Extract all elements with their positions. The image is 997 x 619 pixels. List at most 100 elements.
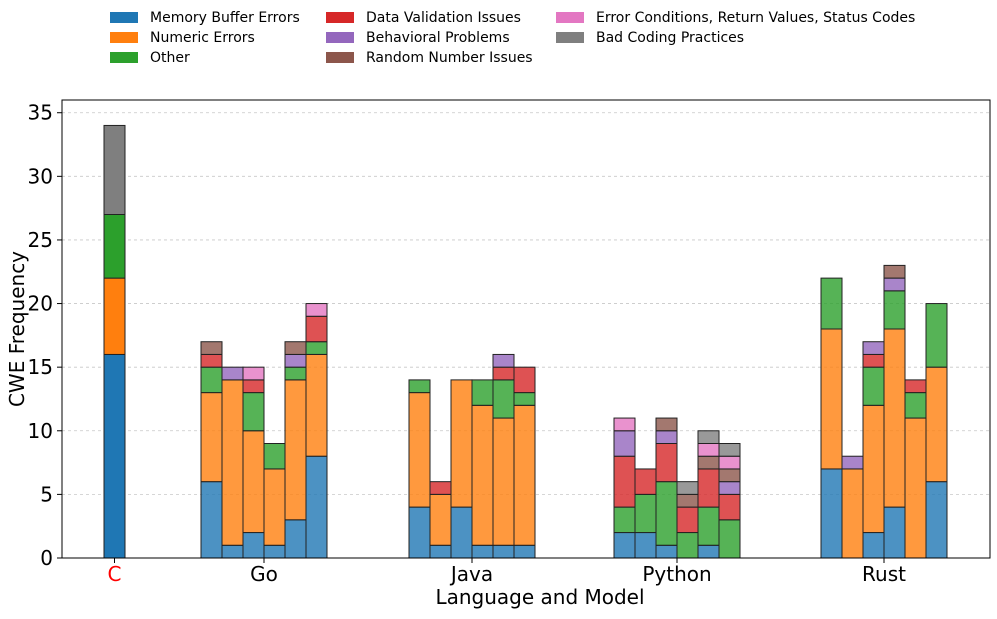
- y-tick-label: 20: [28, 292, 53, 316]
- bar-segment: [676, 493, 699, 508]
- legend-swatch: [556, 32, 584, 43]
- bar-segment: [200, 392, 223, 483]
- bar-segment: [471, 379, 494, 406]
- bar-segment: [103, 214, 126, 279]
- bar-segment: [408, 379, 431, 394]
- bar-segment: [429, 481, 452, 495]
- bar-segment: [221, 379, 244, 546]
- bar-segment: [883, 328, 906, 508]
- bar-segment: [429, 493, 452, 546]
- bar-segment: [613, 430, 636, 457]
- bar-segment: [513, 366, 536, 394]
- bar-segment: [676, 481, 699, 495]
- bar-segment: [284, 519, 307, 559]
- bar-segment: [471, 404, 494, 546]
- legend-swatch: [110, 12, 138, 23]
- bar-segment: [925, 303, 948, 368]
- bar-segment: [103, 353, 126, 559]
- bars: [103, 124, 948, 559]
- x-tick-label: Python: [642, 562, 711, 586]
- bar-segment: [904, 417, 927, 559]
- bar-segment: [718, 455, 741, 470]
- bar-segment: [634, 532, 657, 559]
- bar-segment: [242, 392, 265, 432]
- bar-segment: [613, 506, 636, 534]
- bar-segment: [305, 455, 328, 559]
- bar-segment: [697, 544, 720, 559]
- y-tick-label: 15: [28, 355, 53, 379]
- bar-segment: [655, 417, 678, 432]
- bar-segment: [408, 392, 431, 508]
- bar-segment: [242, 379, 265, 394]
- bar-segment: [471, 544, 494, 559]
- bar-segment: [492, 544, 515, 559]
- bar-segment: [883, 264, 906, 279]
- bar-segment: [883, 277, 906, 292]
- bar-segment: [200, 341, 223, 355]
- bar-segment: [492, 366, 515, 381]
- bar-segment: [613, 455, 636, 508]
- bar-segment: [676, 506, 699, 534]
- bar-segment: [450, 379, 473, 508]
- legend-swatch: [110, 32, 138, 43]
- axes: 0 5 10 15 20 25 30 35 C Go Java Python Rust Language …: [5, 99, 991, 609]
- y-tick-label: 35: [28, 101, 53, 125]
- bar-segment: [408, 506, 431, 559]
- bar-segment: [841, 455, 864, 470]
- x-tick-label: C: [108, 562, 122, 586]
- bar-segment: [492, 353, 515, 368]
- legend-label: Numeric Errors: [150, 30, 255, 46]
- bar-segment: [284, 353, 307, 368]
- legend-swatch: [556, 12, 584, 23]
- bar-segment: [904, 392, 927, 419]
- bar-segment: [841, 468, 864, 559]
- bar-segment: [492, 379, 515, 419]
- bar-segment: [103, 124, 126, 215]
- y-tick-label: 0: [40, 546, 53, 570]
- bar-segment: [263, 443, 286, 470]
- bar-segment: [862, 341, 885, 355]
- bar-segment: [263, 468, 286, 546]
- bar-segment: [862, 404, 885, 534]
- legend-swatch: [326, 12, 354, 23]
- bar-segment: [284, 379, 307, 521]
- bar-segment: [242, 366, 265, 381]
- y-tick-label: 30: [28, 164, 53, 188]
- bar-segment: [284, 366, 307, 381]
- x-tick-label: Go: [250, 562, 278, 586]
- y-tick-label: 10: [28, 419, 53, 443]
- bar-segment: [221, 544, 244, 559]
- bar-segment: [718, 443, 741, 457]
- bar-segment: [305, 341, 328, 355]
- bar-segment: [634, 493, 657, 534]
- legend-label: Behavioral Problems: [366, 30, 510, 46]
- plot-frame: [61, 99, 991, 559]
- bar-segment: [513, 392, 536, 406]
- bar-segment: [820, 277, 843, 330]
- bar-segment: [221, 366, 244, 381]
- bar-segment: [862, 366, 885, 406]
- bar-segment: [718, 519, 741, 559]
- legend-label: Random Number Issues: [366, 50, 533, 66]
- x-tick-label: Rust: [862, 562, 906, 586]
- bar-segment: [103, 277, 126, 355]
- bar-segment: [492, 417, 515, 546]
- bar-segment: [284, 341, 307, 355]
- bar-segment: [613, 532, 636, 559]
- bar-segment: [200, 353, 223, 368]
- bar-segment: [925, 366, 948, 483]
- legend-label: Error Conditions, Return Values, Status …: [596, 10, 915, 26]
- legend: Memory Buffer Errors Numeric Errors Other D…: [110, 10, 915, 66]
- bar-segment: [655, 443, 678, 483]
- legend-label: Data Validation Issues: [366, 10, 521, 26]
- bar-segment: [718, 481, 741, 495]
- legend-label: Memory Buffer Errors: [150, 10, 300, 26]
- bar-segment: [513, 544, 536, 559]
- bar-segment: [242, 430, 265, 534]
- y-axis-title: CWE Frequency: [5, 251, 29, 407]
- bar-segment: [697, 443, 720, 457]
- bar-segment: [655, 430, 678, 444]
- bar-segment: [634, 468, 657, 495]
- bar-segment: [513, 404, 536, 546]
